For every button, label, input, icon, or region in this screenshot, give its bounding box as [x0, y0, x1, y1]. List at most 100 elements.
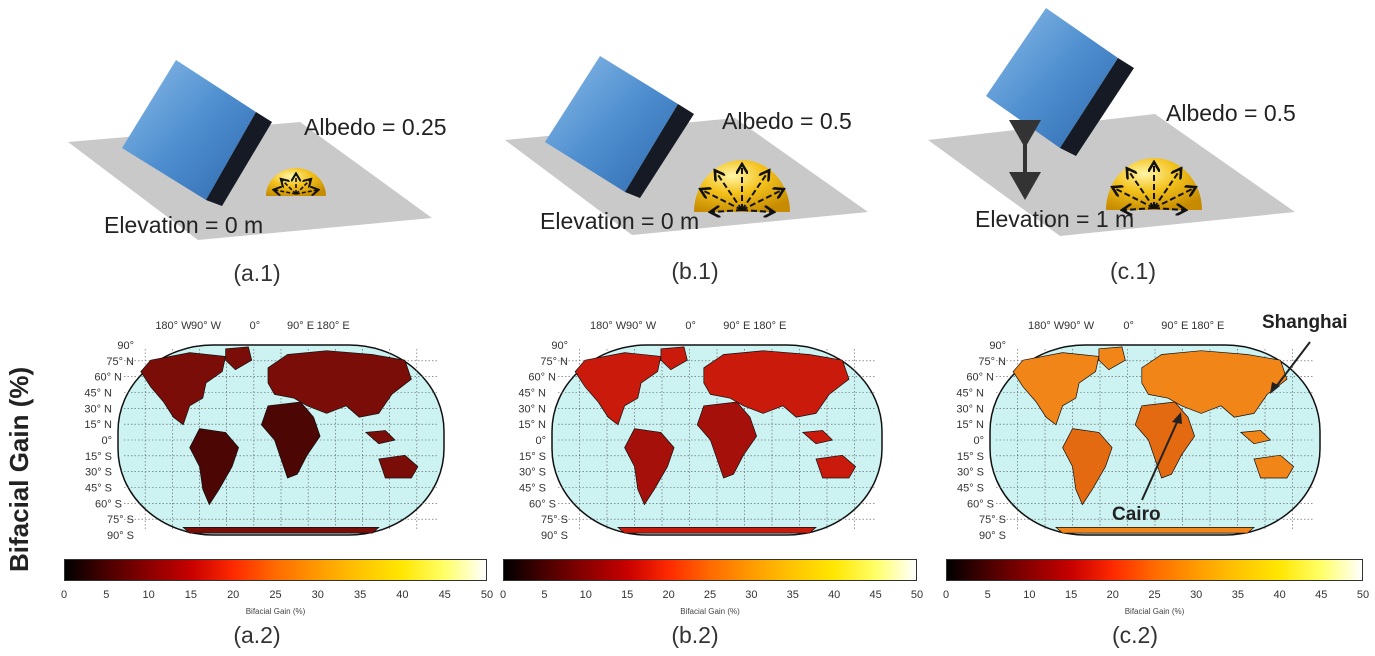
latitude-tick: 0° — [973, 435, 984, 447]
longitude-tick: 0° — [685, 320, 696, 332]
latitude-tick: 60° N — [528, 372, 556, 384]
albedo-dome-large — [694, 160, 790, 212]
latitude-tick: 75° N — [978, 356, 1006, 368]
longitude-tick: 90° W — [626, 320, 657, 332]
shanghai-label: Shanghai — [1262, 312, 1348, 333]
colorbar-tick: 0 — [499, 589, 507, 601]
solar-panel-back — [625, 104, 694, 198]
colorbar-tick: 10 — [1023, 589, 1036, 601]
latitude-tick: 90° S — [107, 530, 134, 542]
city-annotations: Shanghai Cairo — [1112, 312, 1348, 525]
scene-caption: (b.1) — [671, 258, 719, 284]
map-caption: (c.2) — [1112, 622, 1158, 648]
latitude-tick: 30° N — [956, 403, 984, 415]
map-row: 180° W 90° W 0° 90° E 180° E90°75° N60° N45°… — [84, 312, 1348, 542]
longitude-tick: 90° E — [287, 320, 314, 332]
scene-caption: (a.1) — [233, 260, 281, 286]
latitude-tick: 90° — [117, 340, 134, 352]
solar-panel-front — [122, 60, 256, 200]
scene-c — [928, 8, 1295, 236]
latitude-tick: 15° N — [956, 419, 984, 431]
latitude-tick: 45° S — [519, 483, 546, 495]
scene-row — [68, 8, 1295, 240]
latitude-tick: 60° S — [529, 498, 556, 510]
latitude-tick: 45° N — [84, 388, 112, 400]
latitude-tick: 15° N — [518, 419, 546, 431]
colorbar-tick: 25 — [1148, 589, 1161, 601]
colorbar-tick: 30 — [745, 589, 758, 601]
colorbar-tick: 35 — [1231, 589, 1245, 601]
latitude-tick: 75° N — [106, 356, 134, 368]
longitude-tick: 90° W — [191, 320, 222, 332]
latitude-tick: 90° S — [979, 530, 1006, 542]
scene-b — [505, 56, 868, 235]
latitude-tick: 30° S — [957, 467, 984, 479]
longitude-tick: 180° E — [317, 320, 350, 332]
colorbar-tick: 40 — [396, 589, 409, 601]
solar-panel-front — [986, 8, 1118, 148]
colorbar: 0 5 10 15 20 25 30 35 40 45 50 Bifacial Gain (%) — [500, 559, 923, 619]
shanghai-arrow — [1274, 341, 1311, 389]
colorbar-tick: 50 — [480, 589, 494, 601]
colorbar-tick: 40 — [828, 589, 841, 601]
latitude-tick: 90° — [551, 340, 568, 352]
world-map-2: 180° W 90° W 0° 90° E 180° E 90° 75° N 60° N 45°… — [956, 320, 1321, 542]
colorbar-title: Bifacial Gain (%) — [680, 607, 740, 616]
map-caption: (b.2) — [671, 622, 719, 648]
colorbar-tick: 30 — [1190, 589, 1203, 601]
colorbar-tick: 25 — [269, 589, 282, 601]
latitude-tick: 60° N — [966, 372, 994, 384]
latitude-tick: 0° — [535, 435, 546, 447]
land — [140, 346, 419, 534]
colorbar-tick: 45 — [1315, 589, 1328, 601]
albedo-dome-small — [266, 168, 326, 196]
colorbar-tick: 0 — [942, 589, 950, 601]
elevation-label: Elevation = 0 m — [104, 212, 264, 238]
longitude-tick: 90° W — [1064, 320, 1095, 332]
colorbar-tick: 5 — [984, 589, 991, 601]
latitude-tick: 75° S — [979, 514, 1006, 526]
world-map-0: 180° W 90° W 0° 90° E 180° E 90° 75° N 60° N 45°… — [84, 320, 445, 542]
solar-panel-back — [206, 112, 272, 206]
elevation-label: Elevation = 1 m — [975, 206, 1135, 232]
longitude-tick: 90° E — [1161, 320, 1188, 332]
colorbar-gradient — [64, 559, 487, 581]
longitude-tick: 0° — [1123, 320, 1134, 332]
colorbar: 0 5 10 15 20 25 30 35 40 45 50 Bifacial Gain (%) — [61, 559, 493, 619]
colorbar-gradient — [503, 559, 917, 581]
longitude-tick: 90° E — [723, 320, 750, 332]
scene-a — [68, 60, 432, 240]
longitude-tick: 180° W — [155, 320, 192, 332]
albedo-label: Albedo = 0.25 — [304, 114, 447, 140]
colorbar-tick: 20 — [227, 589, 240, 601]
longitude-tick: 180° W — [1028, 320, 1065, 332]
colorbar-tick: 35 — [353, 589, 367, 601]
latitude-tick: 30° N — [518, 403, 546, 415]
latitude-tick: 15° N — [84, 419, 112, 431]
colorbar-title: Bifacial Gain (%) — [1124, 607, 1185, 616]
elevation-label: Elevation = 0 m — [540, 208, 700, 234]
latitude-tick: 15° S — [85, 451, 112, 463]
colorbar-gradient — [946, 559, 1363, 581]
latitude-tick: 0° — [101, 435, 112, 447]
latitude-tick: 45° N — [518, 388, 546, 400]
latitude-tick: 75° S — [541, 514, 568, 526]
latitude-tick: 90° — [989, 340, 1006, 352]
colorbar-tick: 30 — [311, 589, 324, 601]
world-map-1: 180° W 90° W 0° 90° E 180° E 90° 75° N 60° N 45°… — [518, 320, 883, 542]
land — [1012, 346, 1295, 534]
latitude-tick: 45° S — [957, 483, 984, 495]
latitude-tick: 30° S — [85, 467, 112, 479]
latitude-tick: 60° S — [967, 498, 994, 510]
colorbar-tick: 0 — [60, 589, 68, 601]
latitude-tick: 45° S — [85, 483, 112, 495]
colorbar-tick: 45 — [869, 589, 882, 601]
colorbar-tick: 20 — [662, 589, 675, 601]
solar-panel-back — [1060, 58, 1134, 156]
latitude-tick: 45° N — [956, 388, 984, 400]
solar-panel-front — [545, 56, 678, 192]
land — [574, 346, 857, 534]
longitude-tick: 180° W — [590, 320, 627, 332]
colorbar-tick: 10 — [579, 589, 592, 601]
latitude-tick: 75° N — [540, 356, 568, 368]
